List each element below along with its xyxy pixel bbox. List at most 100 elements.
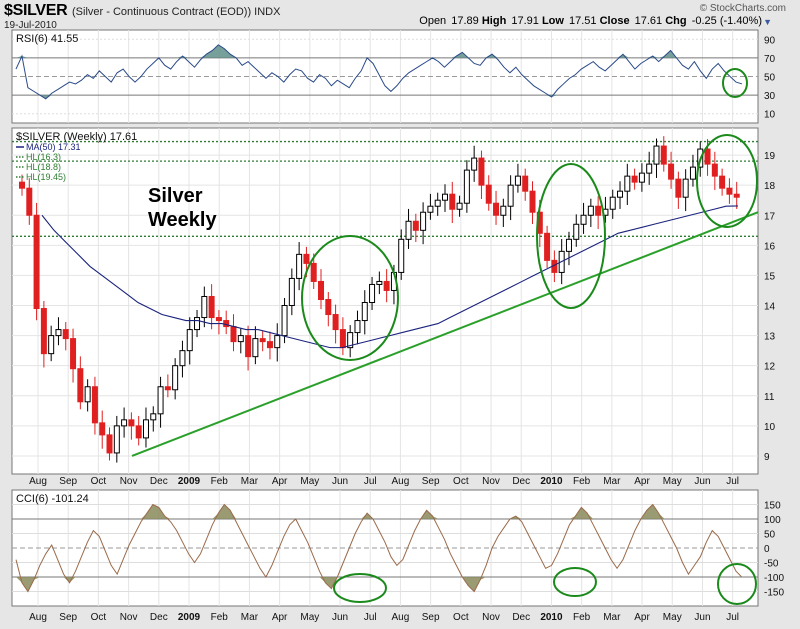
price-tick-label: 12 <box>764 362 776 373</box>
dropdown-arrow-icon[interactable]: ▼ <box>763 17 772 27</box>
cci-tick-label: 150 <box>764 501 781 512</box>
candle-body <box>711 163 718 177</box>
price-title: $SILVER (Weekly) 17.61 <box>16 131 137 143</box>
candle-body <box>689 166 696 180</box>
x-tick-label-top: Jun <box>694 476 710 487</box>
candle-body <box>522 175 529 192</box>
x-tick-label-top: 2010 <box>540 476 563 487</box>
candle-body <box>201 295 208 319</box>
candle-body <box>587 205 594 216</box>
x-tick-label-bottom: Dec <box>150 612 168 623</box>
candle-body <box>733 193 740 198</box>
ma50-line <box>41 205 739 349</box>
candle-body <box>376 280 383 285</box>
candle-body <box>230 326 237 343</box>
x-tick-label-bottom: Sep <box>422 612 440 623</box>
x-tick-label-bottom: Mar <box>241 612 259 623</box>
candle-body <box>245 335 252 358</box>
annotation-silver: Silver <box>148 185 203 207</box>
candle-body <box>434 199 441 207</box>
cci-title: CCI(6) -101.24 <box>16 493 89 505</box>
candle-body <box>514 175 521 186</box>
chart-header: $SILVER (Silver - Continuous Contract (E… <box>0 0 800 31</box>
candle-body <box>106 434 113 454</box>
candle-body <box>354 320 361 334</box>
candle-body <box>660 145 667 165</box>
candle-body <box>186 329 193 352</box>
rsi-highlight-circle <box>722 68 748 98</box>
candle-body <box>361 302 368 322</box>
x-tick-label-bottom: Feb <box>573 612 591 623</box>
candle-body <box>325 298 332 316</box>
x-tick-label-bottom: Jul <box>364 612 377 623</box>
legend-label: HL(18.8) <box>26 162 61 172</box>
candle-body <box>164 386 171 391</box>
x-tick-label-top: May <box>663 476 682 487</box>
candle-body <box>208 295 215 319</box>
rsi-line <box>15 44 743 100</box>
candle-body <box>128 419 135 427</box>
legend-label: HL(19.45) <box>26 172 66 182</box>
candle-body <box>609 196 616 210</box>
x-tick-label-top: Jul <box>726 476 739 487</box>
price-tick-label: 9 <box>764 452 770 463</box>
cci-line <box>15 503 743 593</box>
candle-body <box>646 163 653 174</box>
legend-label: HL(16.3) <box>26 152 61 162</box>
x-tick-label-bottom: 2009 <box>178 612 201 623</box>
candle-body <box>266 341 273 349</box>
candle-body <box>507 184 514 207</box>
candle-body <box>194 317 201 331</box>
candle-body <box>412 220 419 231</box>
x-tick-label-bottom: Jun <box>694 612 710 623</box>
rsi-tick-label: 30 <box>764 91 776 102</box>
x-tick-label-top: May <box>300 476 319 487</box>
rsi-title: RSI(6) 41.55 <box>16 33 78 45</box>
candle-body <box>653 145 660 165</box>
candle-body <box>383 280 390 291</box>
price-tick-label: 16 <box>764 241 776 252</box>
highlight-circle-jun09 <box>301 235 399 361</box>
candle-body <box>631 175 638 183</box>
candle-body <box>580 214 587 225</box>
x-tick-label-bottom: Aug <box>392 612 410 623</box>
candle-body <box>573 223 580 240</box>
candle-body <box>398 238 405 273</box>
candle-body <box>113 425 120 454</box>
rsi-extreme-fill <box>16 44 742 58</box>
candle-body <box>237 335 244 343</box>
candle-body <box>179 350 186 367</box>
rsi-tick-label: 70 <box>764 54 776 65</box>
x-tick-label-bottom: Nov <box>120 612 138 623</box>
candle-body <box>544 232 551 261</box>
candle-body <box>675 178 682 198</box>
candle-body <box>339 329 346 349</box>
x-tick-label-top: Oct <box>91 476 107 487</box>
price-tick-label: 11 <box>764 392 775 403</box>
candle-body <box>288 277 295 307</box>
candle-body <box>310 262 317 282</box>
x-tick-label-bottom: Jul <box>726 612 739 623</box>
cci-highlight-circle-3 <box>717 563 757 605</box>
candle-body <box>485 184 492 204</box>
stockcharts-logo[interactable]: © StockCharts.com <box>699 3 786 14</box>
candle-body <box>449 193 456 210</box>
x-tick-label-top: Dec <box>512 476 530 487</box>
highlight-circle-feb10 <box>536 163 606 309</box>
candle-body <box>726 187 733 195</box>
ohlc-readout: Open 17.89 High 17.91 Low 17.51 Close 17… <box>419 15 762 27</box>
cci-tick-label: 0 <box>764 544 770 555</box>
candle-body <box>405 220 412 240</box>
price-tick-label: 15 <box>764 271 776 282</box>
candle-body <box>595 205 602 216</box>
x-tick-label-top: 2009 <box>178 476 201 487</box>
candle-body <box>150 413 157 421</box>
candle-body <box>142 419 149 439</box>
cci-tick-label: -50 <box>764 559 779 570</box>
candle-body <box>471 157 478 171</box>
candle-body <box>682 178 689 198</box>
legend-label: MA(50) 17.31 <box>26 142 81 152</box>
candle-body <box>99 422 106 436</box>
candle-body <box>719 175 726 189</box>
candle-body <box>33 214 40 310</box>
